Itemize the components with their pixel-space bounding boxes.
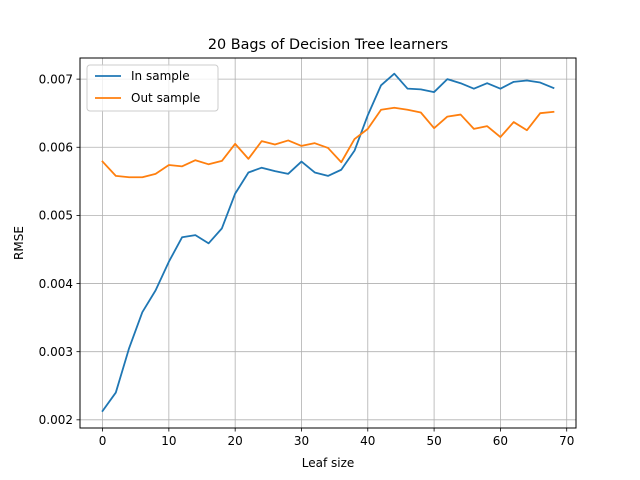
- x-axis-label: Leaf size: [302, 456, 355, 470]
- x-tick-label: 0: [99, 434, 107, 448]
- x-tick-label: 20: [228, 434, 243, 448]
- y-tick-label: 0.005: [39, 209, 73, 223]
- y-axis-label: RMSE: [12, 226, 26, 260]
- legend-label-out-sample: Out sample: [131, 91, 200, 105]
- series-line-in-sample: [101, 72, 555, 413]
- chart-title: 20 Bags of Decision Tree learners: [208, 37, 448, 53]
- x-tick-label: 40: [360, 434, 375, 448]
- y-tick-label: 0.002: [39, 413, 73, 427]
- x-tick-label: 70: [559, 434, 574, 448]
- axis-ticks: 0 10 20 30 40 50 60 70 0.002 0.003 0.004 0.005 0.006…: [39, 72, 575, 448]
- x-tick-label: 30: [294, 434, 309, 448]
- legend: In sample Out sample: [86, 64, 219, 112]
- y-tick-label: 0.007: [39, 72, 73, 86]
- y-tick-label: 0.006: [39, 141, 73, 155]
- y-tick-label: 0.003: [39, 345, 73, 359]
- x-tick-label: 50: [426, 434, 441, 448]
- plot-frame: [79, 57, 577, 429]
- x-tick-label: 10: [161, 434, 176, 448]
- x-tick-label: 60: [493, 434, 508, 448]
- series-lines: [101, 72, 555, 413]
- legend-label-in-sample: In sample: [131, 69, 190, 83]
- grid: [80, 58, 576, 428]
- y-tick-label: 0.004: [39, 277, 73, 291]
- series-line-out-sample: [101, 106, 555, 179]
